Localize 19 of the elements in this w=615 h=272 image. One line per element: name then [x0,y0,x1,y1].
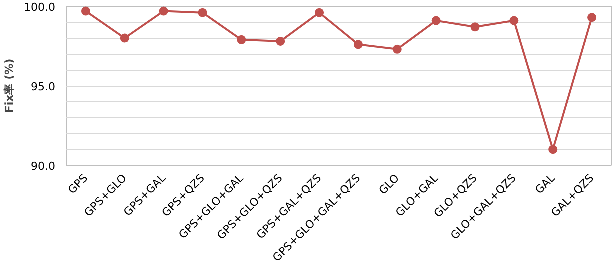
point [198,8,208,18]
point [276,36,286,46]
point [392,44,402,54]
y-tick-label: 90.0 [31,160,56,173]
x-tick-label: GLO [376,172,402,198]
point [588,13,597,22]
point [120,34,130,43]
point [470,22,480,32]
point [432,16,441,26]
point [237,35,246,44]
point [548,145,558,154]
point [354,40,363,50]
y-tick-label: 100.0 [24,1,56,14]
y-tick-label: 95.0 [31,80,56,94]
point [159,6,168,16]
point [81,6,90,16]
y-axis-title: Fix率 (%) [3,58,16,114]
point [510,16,519,26]
point [315,8,324,18]
